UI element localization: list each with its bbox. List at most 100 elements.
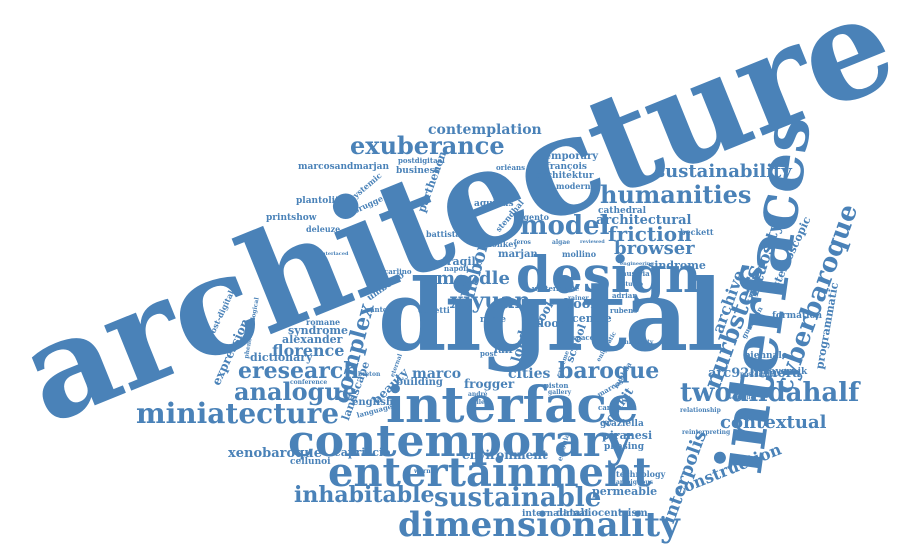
- word-environment: environment: [462, 448, 548, 462]
- word-space: space: [572, 333, 595, 342]
- word-exuberance: exuberance: [350, 131, 505, 160]
- word-xiyuan: xiyuan: [450, 288, 531, 314]
- word-graziella: graziella: [600, 419, 644, 429]
- word-piranesi: piranesi: [602, 429, 653, 442]
- word-breton: breton: [358, 371, 381, 378]
- word-friction: friction: [608, 222, 692, 246]
- word-interface: interface: [386, 375, 639, 434]
- word-conference: conference: [290, 379, 328, 386]
- word-architektur: architektur: [536, 171, 594, 181]
- word-marjan: marjan: [498, 249, 538, 260]
- word-cellunoi: cellunoi: [290, 457, 331, 467]
- word-adrian: adrian: [612, 291, 638, 300]
- word-architectural: architectural: [596, 213, 692, 228]
- word-dimensionality: dimensionality: [398, 505, 680, 545]
- word-xenobaroque: xenobaroque: [228, 446, 322, 461]
- word-contemplation: contemplation: [428, 122, 542, 138]
- word-phasing: phasing: [604, 442, 644, 452]
- word-eresearch: eresearch: [238, 358, 360, 384]
- word-contextual: contextual: [720, 412, 827, 433]
- word-sustainability: sustainability: [655, 161, 792, 182]
- word-rome: rome: [480, 315, 506, 325]
- word-book: book: [564, 297, 600, 312]
- word-databiocentrism: databiocentrism: [556, 508, 648, 519]
- word-fair: fair: [494, 345, 514, 356]
- word-post: post: [480, 349, 497, 358]
- word-reinterpreting: reinterpreting: [682, 429, 731, 436]
- word-batista: battista: [426, 229, 461, 239]
- word-temporary: temporary: [540, 151, 599, 162]
- word-gilles: gilles: [470, 399, 489, 406]
- word-dictionary: dictionary: [250, 351, 313, 364]
- word-arc92himera: arc92himera: [708, 366, 801, 381]
- word-ambiguous: ambiguous: [616, 479, 654, 486]
- word-relationship: relationship: [680, 407, 721, 414]
- word-andre: andré: [468, 391, 488, 398]
- word-humanities: humanities: [600, 180, 752, 209]
- word-building: building: [396, 377, 443, 388]
- word-technology: technology: [616, 469, 666, 479]
- word-mollino: mollino: [562, 249, 597, 259]
- word-piston: piston: [544, 381, 569, 390]
- word-orleans: orléans: [496, 163, 526, 172]
- word-sindrome: sindrome: [648, 259, 706, 272]
- word-contemporary: contemporary: [288, 416, 632, 467]
- word-baroque: baroque: [558, 358, 660, 384]
- word-gallery: gallery: [548, 389, 572, 396]
- word-santon: santon: [366, 305, 393, 314]
- word-fragile: fragile: [442, 255, 483, 268]
- word-university: university: [620, 339, 654, 346]
- word-formation: formation: [772, 311, 823, 321]
- word-beckett: beckett: [680, 227, 714, 237]
- word-florence: florence: [272, 341, 345, 360]
- word-moodle: moodle: [436, 268, 510, 289]
- word-entertainment: entertainment: [328, 449, 652, 496]
- word-studio: studio: [622, 281, 643, 288]
- word-francois: françois: [546, 162, 587, 172]
- word-biennale: biennale: [744, 351, 788, 361]
- word-aesthetic: aesthetic: [728, 395, 754, 401]
- word-miniatecture: miniatecture: [136, 397, 340, 430]
- word-algae: algae: [552, 239, 571, 246]
- word-rubens: rubens: [610, 306, 638, 315]
- word-printshow: printshow: [266, 213, 317, 223]
- word-model: model: [520, 211, 610, 241]
- word-argento: argento: [514, 212, 549, 222]
- word-carlino: carlino: [384, 267, 412, 276]
- word-browser: browser: [614, 238, 695, 259]
- word-english: english: [352, 397, 394, 408]
- word-permeable: permeable: [592, 485, 658, 498]
- word-frogger: frogger: [464, 377, 515, 391]
- word-modern: modern: [556, 181, 591, 191]
- word-rainer: rainer: [568, 295, 589, 302]
- word-capriccio: capriccio: [334, 446, 391, 459]
- word-donkey: donkey: [486, 239, 519, 249]
- word-international: international: [522, 509, 589, 519]
- word-cathedral: cathedral: [598, 206, 647, 216]
- word-deleuze: deleuze: [306, 224, 341, 234]
- word-plantolith: plantolith: [296, 196, 346, 206]
- word-movie: movie: [556, 284, 580, 293]
- word-carpo: carpo: [598, 403, 621, 412]
- word-napoli: napoli: [444, 264, 469, 273]
- word-syndrome: syndrome: [288, 324, 349, 337]
- word-engineering: engineering: [620, 261, 654, 267]
- word-design: design: [516, 245, 702, 304]
- word-reviewed: reviewed: [580, 239, 605, 245]
- word-warner: warner: [414, 468, 438, 475]
- word-interlaced: interlaced: [320, 251, 349, 257]
- word-alexander: alexander: [282, 333, 343, 346]
- word-austria: austria: [622, 269, 650, 278]
- word-feros: feros: [514, 239, 531, 246]
- word-sustainable: sustainable: [434, 483, 602, 513]
- word-romane: romane: [306, 317, 341, 327]
- word-postdigitaal: postdigitaal: [398, 156, 445, 165]
- word-inhabitable: inhabitable: [294, 482, 435, 508]
- word-floor: floor: [536, 317, 565, 330]
- word-analogue: analogue: [234, 377, 358, 406]
- word-business: business: [396, 166, 440, 176]
- word-centre: centre: [572, 312, 612, 325]
- word-marco: marco: [412, 366, 462, 382]
- word-walter: walter: [532, 284, 557, 293]
